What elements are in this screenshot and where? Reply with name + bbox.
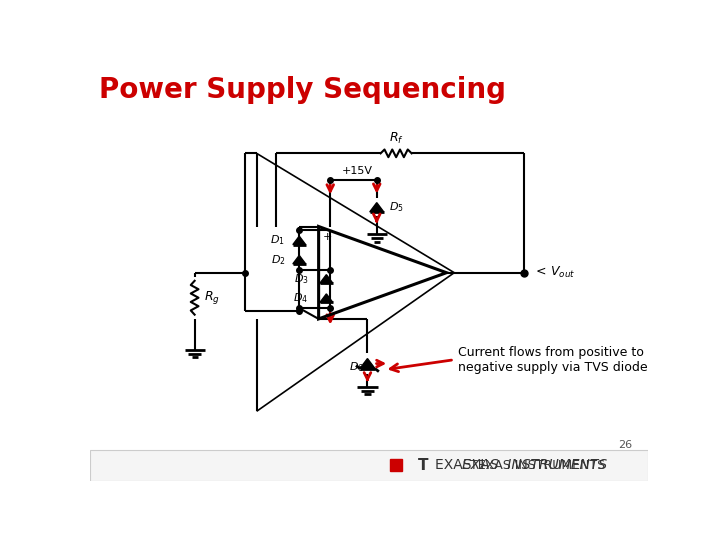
Text: 26: 26 [618,440,632,450]
Bar [90,450,648,481]
Polygon shape [360,359,375,369]
Text: $D_4$: $D_4$ [294,291,309,305]
Text: Current flows from positive to
negative supply via TVS diode: Current flows from positive to negative … [458,346,648,374]
Polygon shape [320,275,333,283]
Text: $R_f$: $R_f$ [389,131,404,146]
Polygon shape [390,459,402,471]
Text: $<\,V_{out}$: $<\,V_{out}$ [534,265,576,280]
Text: $D_6$: $D_6$ [348,360,364,374]
Polygon shape [293,255,306,264]
Text: Power Supply Sequencing: Power Supply Sequencing [99,76,506,104]
Text: +15V: +15V [342,166,373,176]
Text: $D_2$: $D_2$ [271,253,285,267]
Text: $R_g$: $R_g$ [204,289,220,306]
Text: −: − [323,303,333,313]
Text: $D_3$: $D_3$ [294,272,309,286]
Polygon shape [293,236,306,245]
Text: TEXAS INSTRUMENTS: TEXAS INSTRUMENTS [469,458,605,472]
Text: $D_1$: $D_1$ [271,233,285,247]
Text: T: T [418,458,428,472]
Text: EXAS  INSTRUMENTS: EXAS INSTRUMENTS [462,458,607,472]
Text: $D_5$: $D_5$ [389,200,404,214]
Polygon shape [320,294,333,302]
Text: EXAS  I: EXAS I [435,458,484,472]
Text: +: + [323,232,333,242]
Polygon shape [370,202,384,212]
